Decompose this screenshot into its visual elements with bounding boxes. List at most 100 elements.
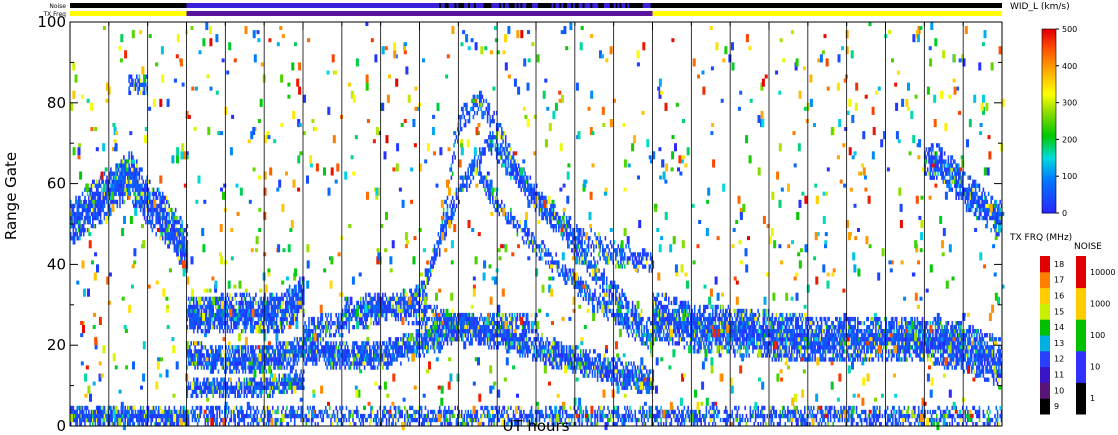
echo-cell <box>172 236 174 241</box>
echo-cell <box>249 316 252 322</box>
echo-cell <box>596 276 599 281</box>
echo-cell <box>85 405 88 411</box>
echo-cell <box>441 325 444 330</box>
echo-cell <box>239 308 242 314</box>
echo-cell <box>243 321 246 326</box>
echo-cell <box>305 345 308 350</box>
echo-cell <box>401 296 403 302</box>
echo-cell <box>472 167 475 172</box>
echo-cell <box>593 256 595 261</box>
echo-cell <box>609 365 612 370</box>
echo-cell <box>404 345 406 350</box>
noise-strip-cell <box>621 3 624 8</box>
echo-cell <box>79 422 81 427</box>
echo-cell <box>255 345 257 350</box>
echo-cell <box>97 183 99 188</box>
echo-cell <box>270 353 273 358</box>
echo-cell <box>625 373 627 378</box>
echo-cell <box>242 353 244 358</box>
echo-cell <box>251 393 253 399</box>
echo-cell <box>262 308 265 314</box>
echo-cell <box>310 345 313 350</box>
echo-cell <box>243 381 246 386</box>
echo-cell <box>529 175 532 180</box>
echo-cell <box>344 357 346 362</box>
echo-cell <box>89 195 91 201</box>
echo-cell <box>296 361 299 366</box>
echo-cell <box>193 357 195 362</box>
echo-cell <box>224 308 226 314</box>
echo-cell <box>558 345 560 350</box>
echo-cell <box>231 385 234 390</box>
echo-cell <box>142 422 145 427</box>
echo-cell <box>209 345 212 350</box>
echo-cell <box>180 405 182 411</box>
echo-cell <box>372 361 375 366</box>
echo-cell <box>404 341 406 346</box>
echo-cell <box>426 349 428 354</box>
echo-cell <box>384 316 387 322</box>
echo-cell <box>482 337 485 342</box>
echo-cell <box>209 312 212 318</box>
echo-cell <box>358 321 361 326</box>
echo-cell <box>328 321 331 326</box>
echo-cell <box>216 357 218 362</box>
echo-cell <box>612 284 614 289</box>
echo-cell <box>455 195 458 201</box>
echo-cell <box>497 345 499 350</box>
echo-cell <box>208 385 211 390</box>
echo-cell <box>203 365 205 370</box>
echo-cell <box>246 300 248 306</box>
echo-cell <box>565 349 568 354</box>
echo-cell <box>156 220 159 225</box>
echo-cell <box>146 187 148 192</box>
echo-cell <box>274 385 277 390</box>
echo-cell <box>595 357 598 362</box>
echo-cell <box>617 284 620 289</box>
echo-cell <box>218 353 221 358</box>
echo-cell <box>186 308 189 314</box>
echo-cell <box>325 333 327 338</box>
echo-cell <box>120 167 123 172</box>
echo-cell <box>422 345 424 350</box>
echo-cell <box>652 373 655 378</box>
echo-cell <box>124 187 126 192</box>
echo-cell <box>361 349 363 354</box>
echo-cell <box>555 349 557 354</box>
echo-cell <box>586 361 589 366</box>
echo-cell <box>594 361 596 366</box>
echo-cell <box>323 357 326 362</box>
echo-cell <box>111 409 113 415</box>
echo-cell <box>208 325 211 330</box>
echo-cell <box>620 296 622 302</box>
echo-cell <box>512 171 515 176</box>
echo-cell <box>594 369 596 374</box>
noise-strip-cell <box>559 3 562 8</box>
echo-cell <box>269 393 271 399</box>
echo-cell <box>270 325 273 330</box>
echo-cell <box>337 312 340 318</box>
echo-cell <box>94 211 97 217</box>
echo-cell <box>598 268 600 273</box>
echo-cell <box>82 207 85 213</box>
echo-cell <box>103 171 106 176</box>
echo-cell <box>246 325 248 330</box>
echo-cell <box>589 365 591 370</box>
echo-cell <box>354 341 357 346</box>
echo-cell <box>70 199 72 205</box>
echo-cell <box>463 102 466 108</box>
echo-cell <box>123 187 125 192</box>
echo-cell <box>257 304 260 310</box>
noise-strip-cell <box>541 3 545 8</box>
echo-cell <box>262 296 265 302</box>
echo-cell <box>502 135 504 140</box>
echo-cell <box>75 413 77 419</box>
echo-cell <box>402 288 405 293</box>
echo-cell <box>134 199 137 205</box>
echo-cell <box>455 191 458 197</box>
echo-cell <box>325 341 327 346</box>
echo-cell <box>115 183 117 188</box>
echo-cell <box>426 337 428 342</box>
echo-cell <box>265 381 268 386</box>
echo-cell <box>178 236 181 241</box>
